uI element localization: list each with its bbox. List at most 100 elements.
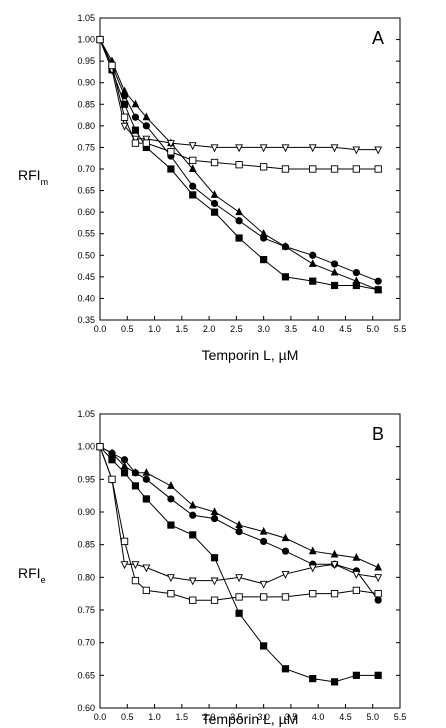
panel-a-point-filled-square — [235, 234, 243, 242]
panel-b-y-tick-label: 1.05 — [77, 409, 95, 419]
panel-b-x-tick-label: 2.5 — [230, 712, 243, 722]
panel-a-point-open-square — [189, 156, 197, 165]
svg-text:RFIe: RFIe — [18, 565, 46, 585]
panel-a-x-tick-label: 5.0 — [366, 324, 379, 334]
panel-b-point-filled-circle — [142, 475, 150, 483]
panel-b-y-tick-label: 0.85 — [77, 540, 95, 550]
svg-text:RFIm: RFIm — [18, 167, 48, 187]
panel-b-x-tick-label: 3.0 — [257, 712, 270, 722]
panel-a-y-tick-label: 0.45 — [77, 272, 95, 282]
panel-b-point-filled-square — [309, 675, 317, 683]
panel-b-point-filled-circle — [120, 456, 129, 464]
panel-b-point-open-square — [235, 593, 243, 601]
panel-a-point-filled-triangle — [131, 99, 140, 108]
panel-a-point-filled-circle — [281, 243, 290, 251]
panel-a-x-tick-label: 0.5 — [121, 324, 134, 334]
panel-b-point-filled-circle — [167, 495, 175, 503]
panel-a-y-tick-label: 1.00 — [77, 35, 95, 45]
panel-a-y-tick-label: 0.40 — [77, 293, 95, 303]
panel-b-point-filled-circle — [131, 469, 140, 477]
panel-b-point-open-square — [189, 596, 197, 604]
panel-b-point-open-triangle-down — [259, 580, 268, 589]
panel-a-ylabel: RFIm — [18, 167, 48, 187]
panel-a-point-filled-triangle — [308, 259, 317, 267]
panel-b-point-filled-square — [210, 554, 219, 562]
panel-a-point-open-square — [309, 165, 317, 173]
panel-b-point-filled-triangle — [374, 562, 383, 571]
panel-a-x-tick-label: 1.0 — [148, 324, 161, 334]
panel-b-point-open-triangle-down — [188, 577, 197, 586]
panel-b-point-open-triangle-down — [281, 571, 290, 579]
panel-a-point-open-triangle-down — [166, 140, 175, 148]
panel-b-point-open-square — [330, 590, 339, 598]
panel-b-y-tick-label: 0.70 — [77, 638, 95, 648]
panel-a-point-open-square — [352, 165, 361, 173]
panel-a-y-tick-label: 0.35 — [77, 315, 95, 325]
panel-a-y-tick-label: 0.50 — [77, 250, 95, 260]
panel-b-y-ticks: 0.60 0.65 0.70 0.75 0.80 0.85 0.90 0.95 1.00 1.05 — [77, 409, 400, 713]
panel-b-point-open-square — [131, 576, 140, 585]
panel-a-point-filled-circle — [309, 251, 317, 259]
panel-b-point-filled-triangle — [352, 553, 361, 561]
panel-a-series-line-open-triangle-down — [99, 39, 379, 151]
panel-a-y-tick-label: 0.55 — [77, 229, 95, 239]
panel-a-x-tick-label: 2.5 — [230, 324, 243, 334]
panel-a-point-filled-square — [260, 255, 268, 264]
panel-b-x-tick-label: 4.0 — [312, 712, 325, 722]
panel-b-ylabel: RFIe — [18, 565, 46, 585]
panel-b-point-filled-square — [260, 642, 268, 650]
panel-b-y-tick-label: 0.65 — [77, 670, 95, 680]
panel-a-point-filled-square — [281, 273, 290, 281]
panel-b-x-tick-label: 5.5 — [394, 712, 407, 722]
panel-a-point-filled-triangle — [188, 164, 197, 173]
panel-b-ylabel-main: RFI — [18, 565, 41, 581]
panel-a-point-open-triangle-down — [281, 144, 290, 153]
panel-b-point-open-triangle-down — [374, 574, 383, 583]
panel-a-point-filled-square — [309, 277, 317, 285]
panel-b-y-tick-label: 0.80 — [77, 572, 95, 582]
panel-a-point-open-square — [281, 165, 290, 173]
panel-a-x-tick-label: 3.0 — [257, 324, 270, 334]
panel-a-point-open-square — [167, 148, 175, 156]
panel-a-point-filled-square — [131, 126, 140, 134]
panel-a-point-filled-circle — [210, 199, 219, 208]
panel-b-point-open-triangle-down — [166, 574, 175, 583]
panel-b-point-filled-square — [330, 678, 339, 686]
panel-a-point-filled-triangle — [142, 112, 151, 121]
panel-a-y-tick-label: 0.85 — [77, 99, 95, 109]
panel-b-point-open-triangle-down — [352, 571, 361, 579]
panel-b-x-ticks: 0.0 0.5 1.0 1.5 2.0 2.5 3.0 3.5 4.0 4.5 5.0 5.5 — [94, 704, 407, 722]
panel-b-point-filled-triangle — [259, 526, 268, 535]
panel-b-point-filled-triangle — [142, 468, 151, 476]
panel-a-x-tick-label: 0.0 — [94, 324, 107, 334]
panel-a-point-filled-circle — [330, 260, 339, 268]
panel-a-point-open-triangle-down — [374, 146, 383, 155]
panel-b-letter: B — [372, 424, 384, 444]
panel-b-point-filled-triangle — [210, 507, 219, 515]
panel-b-point-filled-triangle — [308, 546, 317, 555]
panel-a-point-open-triangle-down — [235, 144, 244, 153]
panel-a-point-filled-triangle — [330, 267, 339, 276]
panel-b-series — [96, 441, 383, 686]
panel-b-point-filled-triangle — [281, 533, 290, 542]
panel-a-x-tick-label: 4.5 — [339, 324, 352, 334]
panel-b-x-tick-label: 2.0 — [203, 712, 216, 722]
panel-a-point-filled-square — [189, 191, 197, 199]
panel-a-point-open-square — [120, 113, 129, 121]
panel-b-x-tick-label: 1.5 — [176, 712, 189, 722]
panel-b-x-tick-label: 1.0 — [148, 712, 161, 722]
panel-a-point-filled-square — [330, 281, 339, 290]
panel-a-point-filled-circle — [352, 268, 360, 277]
panel-b-y-tick-label: 1.00 — [77, 442, 95, 452]
panel-b-point-open-square — [142, 586, 151, 595]
panel-a-point-filled-circle — [131, 113, 140, 121]
panel-a-y-tick-label: 0.75 — [77, 142, 95, 152]
panel-a-y-tick-label: 0.95 — [77, 56, 95, 66]
panel-b-y-tick-label: 0.60 — [77, 703, 95, 713]
panel-b-point-filled-circle — [108, 449, 116, 457]
panel-a-point-open-square — [259, 163, 268, 171]
panel-b-ylabel-sub: e — [41, 575, 46, 585]
panel-b-point-filled-square — [120, 469, 129, 477]
panel-b-point-open-triangle-down — [235, 574, 244, 583]
panel-a-point-filled-triangle — [235, 207, 243, 216]
